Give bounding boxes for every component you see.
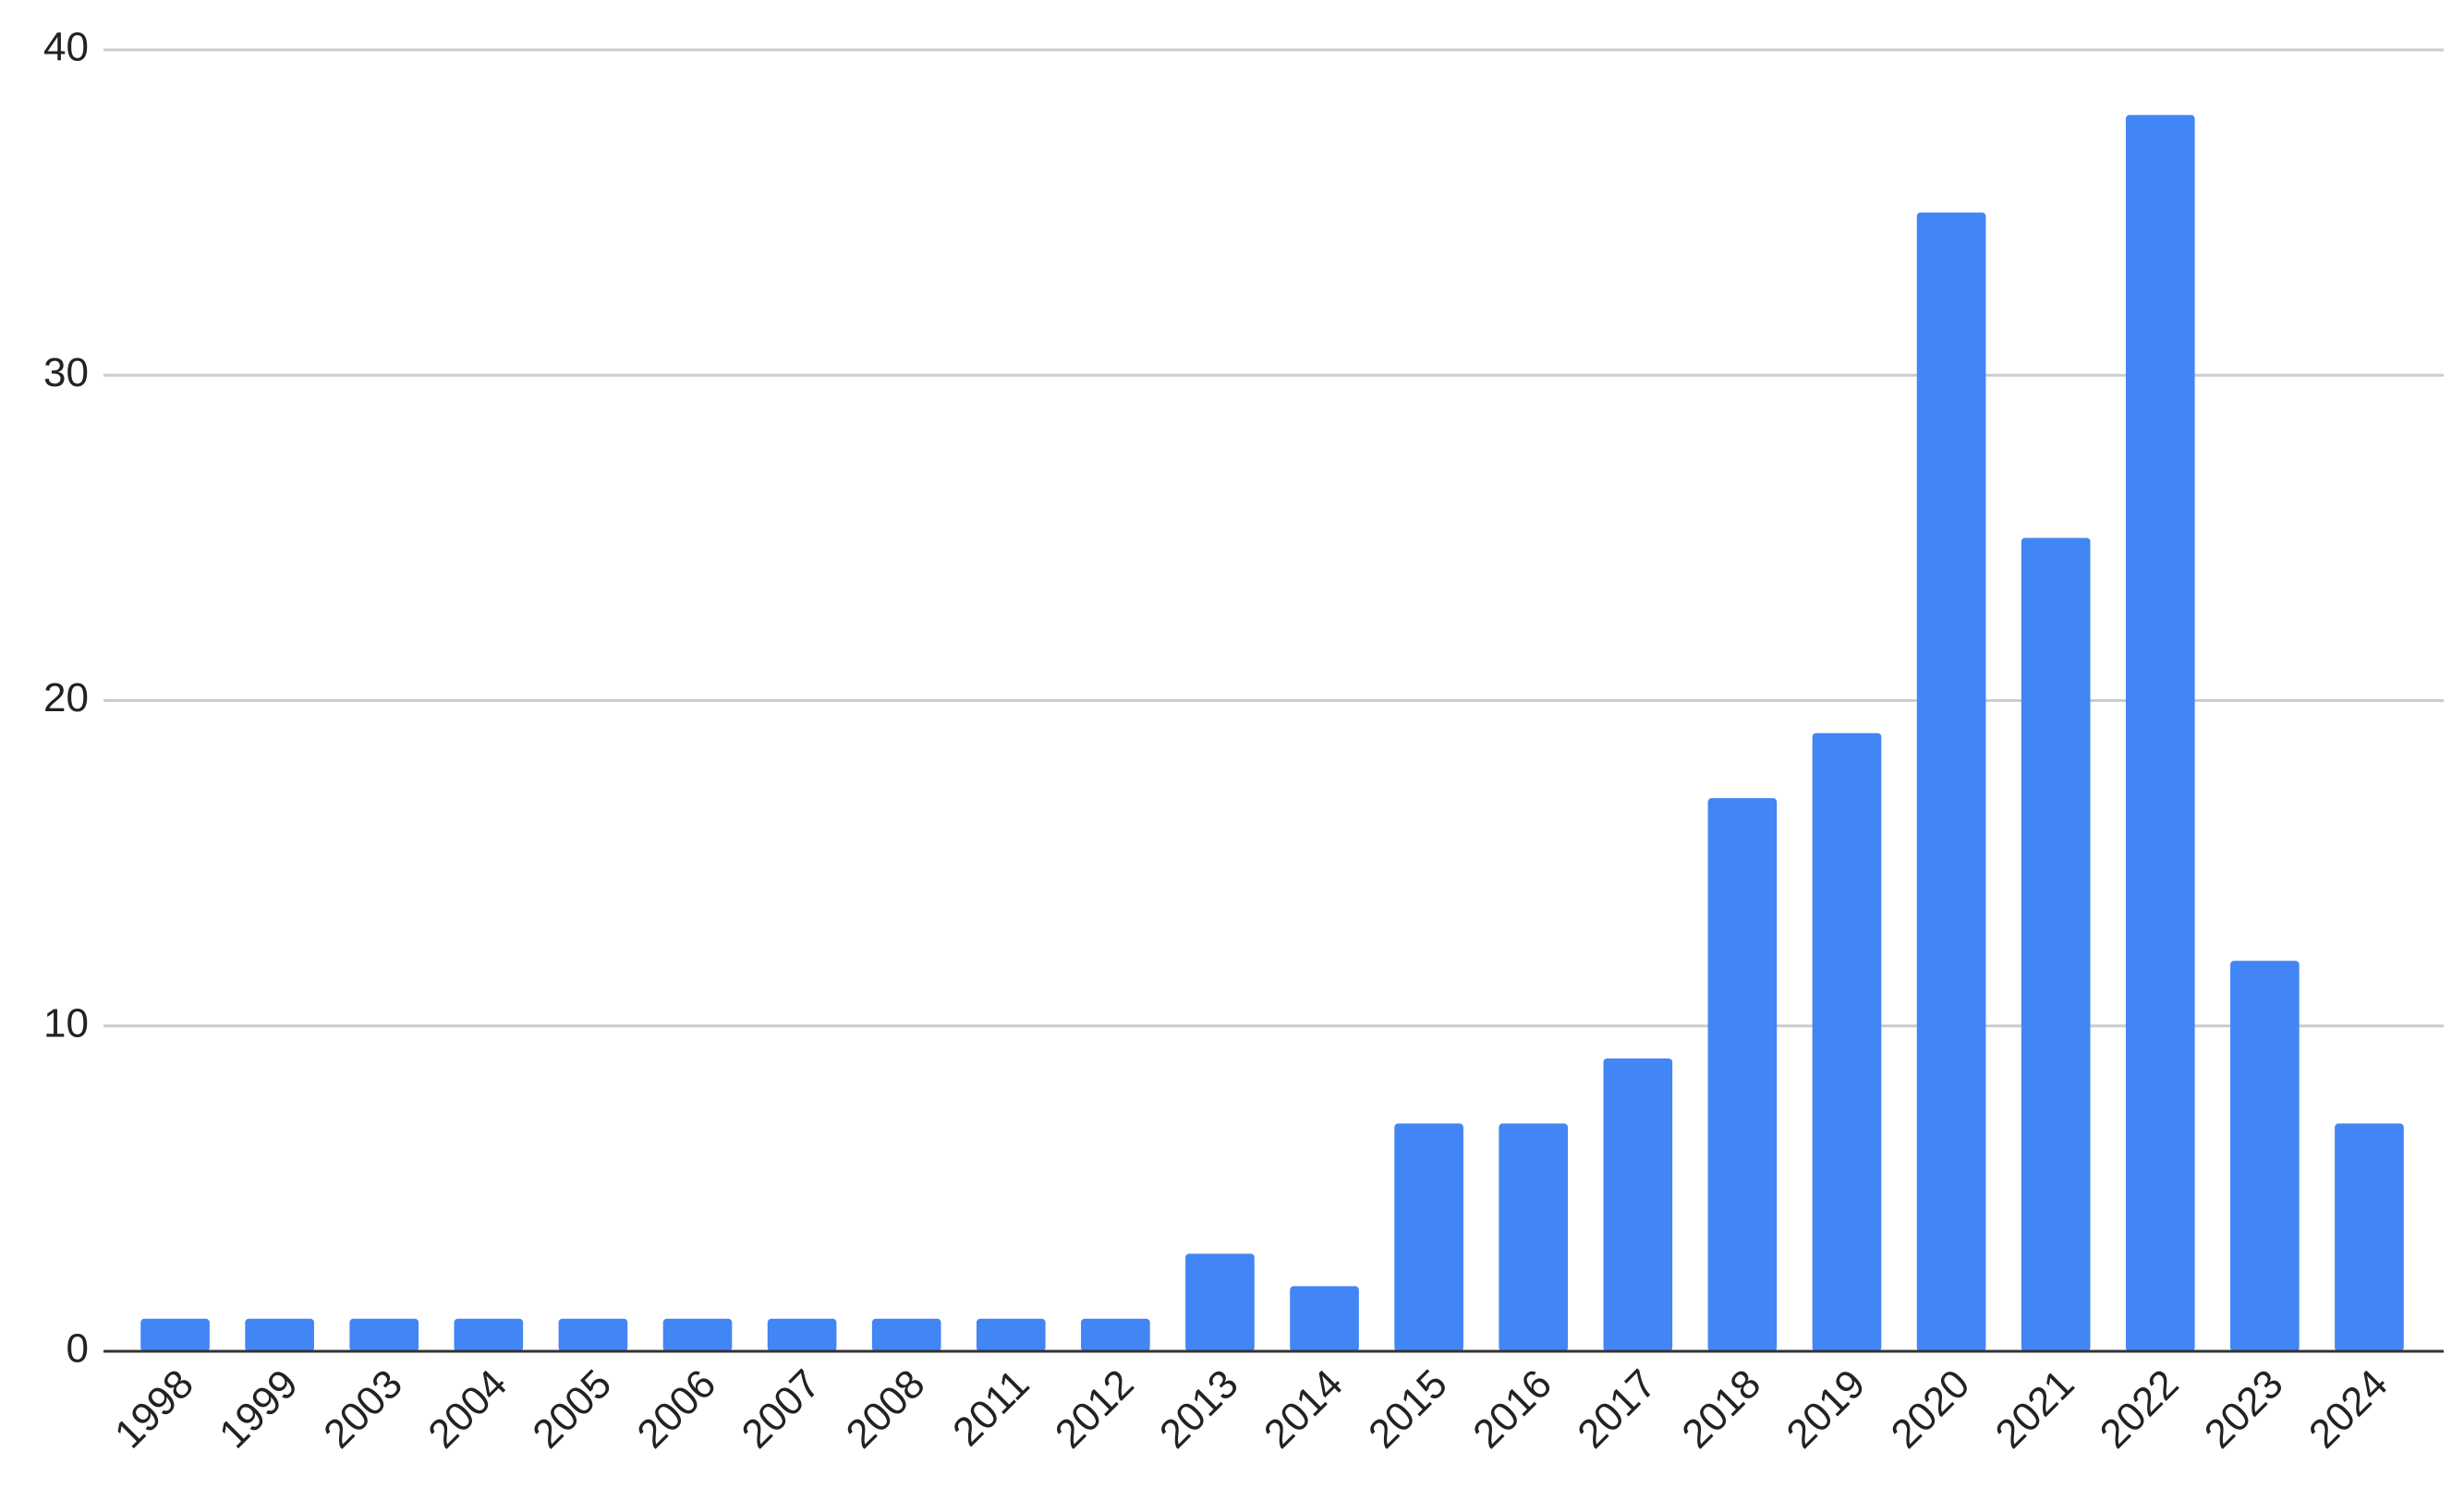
bar	[662, 1318, 733, 1351]
x-tick-label: 2019	[1778, 1361, 1874, 1458]
bar	[2230, 961, 2300, 1351]
bar	[2125, 115, 2195, 1352]
bar	[1707, 798, 1778, 1351]
bar	[1916, 212, 1986, 1351]
bar	[1394, 1123, 1463, 1351]
bar	[454, 1318, 524, 1351]
y-tick-label: 30	[43, 350, 89, 395]
bar	[1185, 1253, 1255, 1351]
x-tick-label: 2013	[1151, 1361, 1247, 1458]
x-tick-label: 2022	[2092, 1361, 2188, 1458]
bar	[245, 1318, 314, 1351]
y-tick-label: 20	[43, 675, 89, 720]
x-tick-label: 2003	[315, 1361, 411, 1458]
bar	[767, 1318, 837, 1351]
x-tick-label: 2015	[1360, 1361, 1456, 1458]
x-tick-label: 2018	[1673, 1361, 1769, 1458]
bar	[2021, 538, 2091, 1351]
x-tick-label: 1999	[211, 1361, 307, 1458]
x-tick-label: 2007	[734, 1361, 830, 1458]
x-tick-label: 2006	[628, 1361, 724, 1458]
bar	[140, 1318, 210, 1351]
bar	[1812, 732, 1882, 1351]
bar	[349, 1318, 419, 1351]
x-tick-label: 2012	[1047, 1361, 1143, 1458]
bar	[1499, 1123, 1569, 1351]
bar	[976, 1318, 1046, 1351]
x-tick-label: 2008	[838, 1361, 934, 1458]
bar	[1290, 1286, 1359, 1351]
bar	[871, 1318, 941, 1351]
bar	[1603, 1058, 1673, 1351]
x-tick-label: 1998	[106, 1361, 202, 1458]
bar	[558, 1318, 628, 1351]
x-tick-label: 2023	[2196, 1361, 2292, 1458]
x-tick-label: 2017	[1569, 1361, 1665, 1458]
x-tick-label: 2024	[2300, 1361, 2397, 1458]
x-tick-label: 2004	[419, 1361, 516, 1458]
bar	[2335, 1123, 2404, 1351]
x-tick-label: 2020	[1883, 1361, 1979, 1458]
bar	[1081, 1318, 1150, 1351]
y-tick-label: 40	[43, 25, 89, 70]
x-tick-label: 2011	[944, 1361, 1038, 1456]
y-tick-label: 0	[67, 1326, 89, 1372]
x-tick-label: 2021	[1987, 1361, 2083, 1458]
x-tick-label: 2016	[1464, 1361, 1560, 1458]
y-tick-label: 10	[43, 1000, 89, 1046]
x-tick-label: 2005	[524, 1361, 620, 1458]
x-tick-label: 2014	[1256, 1361, 1352, 1458]
